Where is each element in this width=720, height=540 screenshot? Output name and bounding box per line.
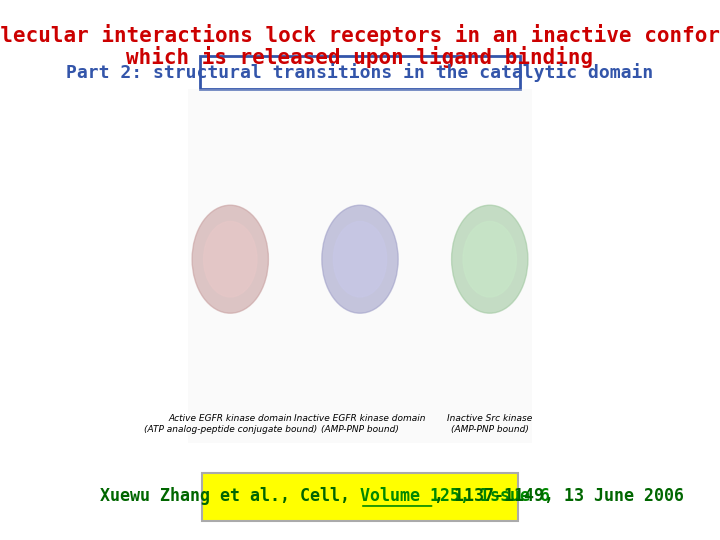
Text: Inactive EGFR kinase domain
(AMP-PNP bound): Inactive EGFR kinase domain (AMP-PNP bou… — [294, 414, 426, 434]
Circle shape — [204, 221, 257, 297]
Text: , 1137-1149, 13 June 2006: , 1137-1149, 13 June 2006 — [434, 487, 685, 505]
Circle shape — [322, 205, 398, 313]
FancyBboxPatch shape — [199, 56, 521, 89]
Text: Inactive Src kinase
(AMP-PNP bound): Inactive Src kinase (AMP-PNP bound) — [447, 414, 532, 434]
FancyBboxPatch shape — [202, 472, 518, 521]
Circle shape — [451, 205, 528, 313]
Text: Volume 125, Issue 6: Volume 125, Issue 6 — [360, 487, 550, 505]
Text: which is released upon ligand binding: which is released upon ligand binding — [127, 46, 593, 68]
Circle shape — [333, 221, 387, 297]
Circle shape — [463, 221, 516, 297]
Text: Intramolecular interactions lock receptors in an inactive conformation,: Intramolecular interactions lock recepto… — [0, 24, 720, 46]
FancyBboxPatch shape — [188, 89, 532, 443]
Text: Part 2: structural transitions in the catalytic domain: Part 2: structural transitions in the ca… — [66, 63, 654, 82]
Circle shape — [192, 205, 269, 313]
Text: Xuewu Zhang et al., Cell,: Xuewu Zhang et al., Cell, — [100, 487, 360, 505]
Text: Active EGFR kinase domain
(ATP analog-peptide conjugate bound): Active EGFR kinase domain (ATP analog-pe… — [143, 414, 317, 434]
